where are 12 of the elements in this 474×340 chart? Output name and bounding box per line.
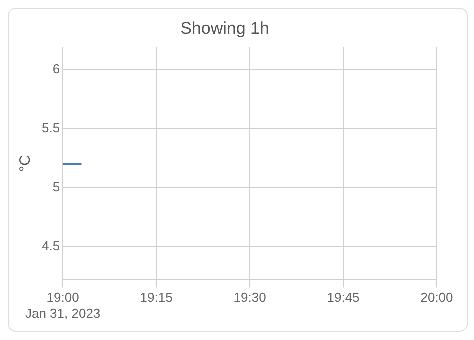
x-tick-label: 19:30 — [234, 290, 266, 306]
y-tick-label: 5.5 — [42, 120, 60, 136]
y-tick-label: 5 — [52, 179, 60, 194]
x-tick-label: 20:00 — [420, 290, 454, 306]
y-axis-title: °C — [17, 155, 34, 172]
x-tick-label: 19:00 Jan 31, 2023 — [25, 290, 101, 321]
y-tick-label: 6 — [52, 61, 60, 76]
x-tick-label: 19:15 — [140, 290, 173, 306]
x-tick-label: 19:45 — [327, 290, 360, 306]
y-tick-label: 4.5 — [42, 238, 60, 254]
card-outline: °C Showing 1h 19:00 Jan 31, 2023 19:15 19:30 19:45 20:00 4.5 5 5.5 6 — [8, 8, 468, 332]
chart-title: Showing 1h — [180, 18, 270, 38]
